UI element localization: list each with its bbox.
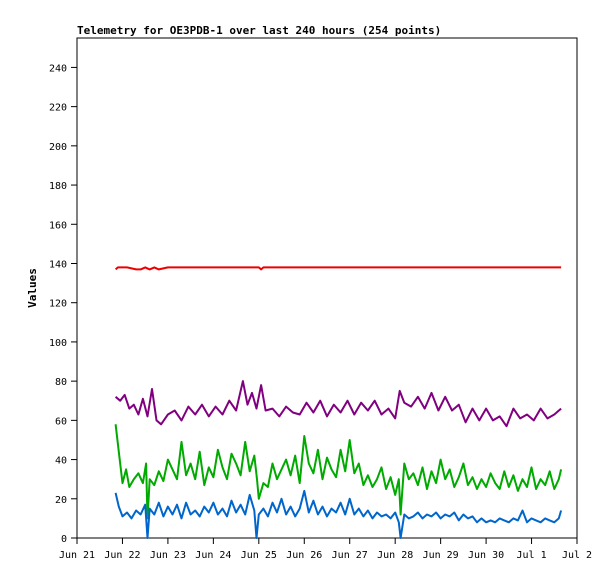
y-axis: 0 20 40 60 80 100 120 140 160 180 200 220 240 (49, 63, 77, 545)
x-tick-label: Jun 24 (195, 550, 231, 561)
x-tick-label: Jun 27 (332, 550, 368, 561)
y-tick-label: 200 (49, 142, 67, 153)
y-tick-label: 240 (49, 63, 67, 74)
x-tick-label: Jun 21 (59, 550, 95, 561)
series-line-3 (114, 424, 563, 520)
x-tick-label: Jun 28 (377, 550, 413, 561)
y-tick-label: 60 (55, 416, 67, 427)
chart-title: Telemetry for OE3PDB-1 over last 240 hou… (77, 24, 441, 37)
y-tick-label: 80 (55, 377, 67, 388)
y-axis-label: Values (26, 268, 39, 308)
series-line-2 (114, 380, 562, 428)
x-tick-label: Jun 25 (241, 550, 277, 561)
y-tick-label: 100 (49, 338, 67, 349)
x-tick-label: Jun 30 (468, 550, 504, 561)
y-tick-label: 160 (49, 220, 67, 231)
x-tick-label: Jul 1 (516, 550, 546, 561)
y-tick-label: 20 (55, 495, 67, 506)
x-tick-label: Jun 29 (423, 550, 459, 561)
x-tick-label: Jun 22 (104, 550, 140, 561)
series-line-1 (114, 266, 562, 271)
y-tick-label: 180 (49, 181, 67, 192)
x-tick-label: Jun 23 (150, 550, 186, 561)
y-tick-label: 140 (49, 259, 67, 270)
series-layer (114, 266, 563, 539)
series-line-4 (114, 489, 563, 539)
x-tick-label: Jun 26 (286, 550, 322, 561)
y-tick-label: 40 (55, 456, 67, 467)
plot-frame (76, 37, 578, 539)
x-tick-label: Jul 2 (562, 550, 592, 561)
y-tick-label: 220 (49, 103, 67, 114)
y-tick-label: 0 (61, 534, 67, 545)
y-tick-label: 120 (49, 299, 67, 310)
x-axis: Jun 21 Jun 22 Jun 23 Jun 24 Jun 25 Jun 26 Jun … (59, 538, 592, 561)
